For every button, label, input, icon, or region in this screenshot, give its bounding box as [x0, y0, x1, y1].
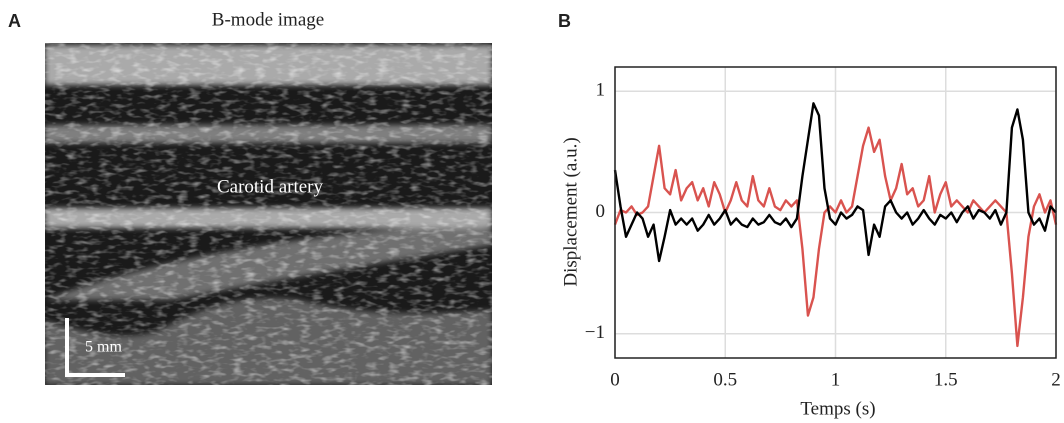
ultrasound-image: [45, 43, 492, 385]
x-axis-label: Temps (s): [800, 398, 875, 419]
x-tick-label: 2: [1051, 369, 1061, 390]
x-tick-label: 1: [831, 369, 841, 390]
x-tick-label: 1.5: [934, 369, 958, 390]
y-axis-label: Displacement (a.u.): [560, 137, 581, 286]
x-tick-label: 0: [610, 369, 620, 390]
panel-label: A: [8, 11, 21, 31]
image-annotation: Carotid artery: [217, 176, 324, 197]
panel-label: B: [558, 11, 571, 31]
scale-bar: [65, 318, 125, 377]
y-tick-label: −1: [585, 322, 605, 343]
image-title: B-mode image: [212, 9, 324, 30]
x-tick-label: 0.5: [713, 369, 737, 390]
y-tick-label: 0: [596, 201, 606, 222]
data-line: [613, 102, 1057, 263]
scale-bar-label: 5 mm: [85, 339, 122, 356]
y-tick-label: 1: [596, 80, 606, 101]
plot-frame: [614, 66, 1057, 359]
